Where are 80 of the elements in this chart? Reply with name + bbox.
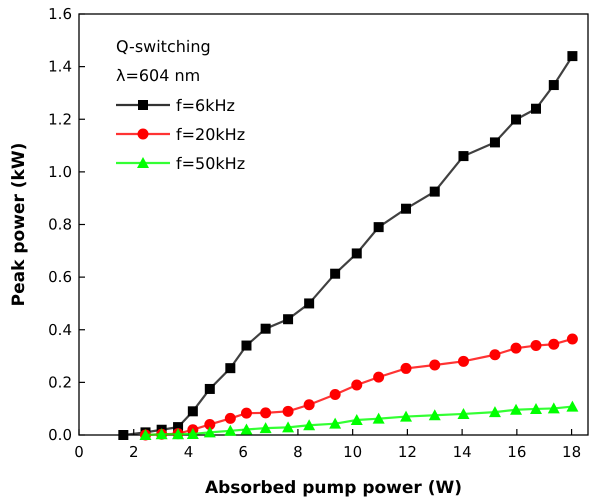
point — [510, 404, 522, 415]
point — [118, 430, 128, 440]
point — [457, 408, 470, 419]
legend-label: f=20kHz — [176, 125, 246, 144]
point — [400, 362, 412, 374]
y-tick-label: 0.6 — [48, 268, 72, 286]
point — [282, 421, 294, 432]
point — [352, 248, 362, 258]
point — [225, 363, 236, 374]
point — [224, 412, 236, 424]
point — [548, 338, 560, 350]
point — [350, 414, 363, 425]
point — [458, 356, 469, 367]
point — [530, 340, 542, 352]
point — [511, 114, 522, 125]
point — [548, 80, 559, 90]
point — [240, 423, 252, 434]
point — [374, 222, 384, 232]
x-tick-label: 14 — [452, 443, 472, 461]
point — [188, 406, 198, 416]
point — [304, 399, 315, 410]
point — [186, 428, 199, 439]
point — [330, 388, 341, 400]
point — [488, 406, 501, 418]
x-tick-label: 2 — [128, 443, 139, 461]
point — [260, 422, 272, 434]
point — [241, 340, 252, 351]
x-tick-label: 8 — [293, 443, 303, 461]
y-tick-label: 0.4 — [48, 320, 72, 339]
point — [530, 402, 542, 414]
x-tick-label: 6 — [238, 443, 248, 461]
legend-label: f=50kHz — [176, 154, 246, 173]
point — [566, 400, 578, 412]
point — [304, 298, 314, 308]
point — [531, 104, 542, 114]
y-tick-label: 0.8 — [48, 216, 72, 234]
point — [283, 314, 294, 324]
point — [428, 409, 441, 420]
x-tick-label: 0 — [74, 443, 84, 461]
point — [430, 186, 440, 197]
point — [490, 137, 500, 148]
point — [330, 268, 340, 279]
annotation: Q-switching — [116, 37, 211, 56]
y-axis-title: Peak power (kW) — [9, 142, 29, 306]
point — [282, 406, 294, 417]
x-tick-label: 18 — [562, 443, 582, 461]
point — [204, 418, 216, 430]
point — [489, 349, 500, 360]
point — [429, 360, 440, 371]
point — [401, 204, 412, 214]
point — [373, 372, 384, 383]
point — [510, 342, 522, 354]
y-tick-label: 1.4 — [48, 58, 72, 76]
point — [224, 424, 236, 436]
legend-label: f=6kHz — [176, 96, 235, 115]
y-tick-label: 1.2 — [48, 110, 72, 128]
point — [260, 407, 272, 418]
x-tick-label: 16 — [507, 443, 526, 461]
point — [400, 410, 412, 422]
y-tick-label: 0.0 — [48, 426, 72, 444]
y-tick-label: 0.2 — [48, 373, 72, 392]
y-tick-label: 1.0 — [48, 162, 72, 181]
point — [204, 384, 215, 394]
point — [240, 408, 252, 419]
point — [260, 324, 271, 334]
point — [204, 426, 216, 438]
y-tick-label: 1.6 — [48, 5, 72, 23]
point — [548, 402, 560, 414]
x-tick-label: 4 — [184, 443, 194, 461]
point — [329, 418, 342, 429]
x-axis-title: Absorbed pump power (W) — [204, 478, 462, 498]
point — [372, 412, 385, 424]
annotation: λ=604 nm — [116, 66, 200, 85]
x-tick-label: 10 — [343, 443, 362, 461]
point — [566, 333, 578, 344]
point — [303, 419, 316, 430]
x-tick-label: 12 — [398, 443, 417, 461]
point — [567, 51, 578, 62]
point — [351, 380, 362, 391]
point — [458, 151, 468, 162]
